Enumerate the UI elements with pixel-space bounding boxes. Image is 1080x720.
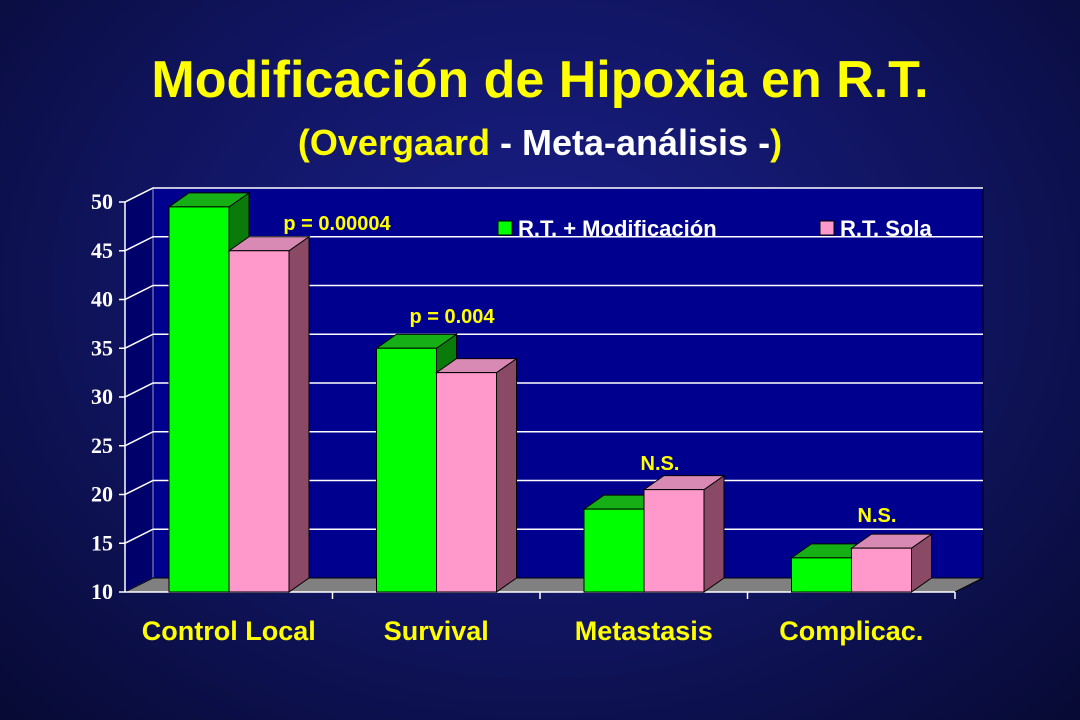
x-category-label: Control Local <box>142 616 316 646</box>
y-tick-label: 25 <box>91 433 113 458</box>
legend-label: R.T. + Modificación <box>518 216 717 241</box>
bar-front <box>376 347 437 593</box>
bar-front <box>851 547 912 593</box>
bar-front <box>168 206 230 593</box>
legend-label: R.T. Sola <box>840 216 932 241</box>
x-category-label: Complicac. <box>779 616 923 646</box>
p-value-annotation: N.S. <box>858 505 897 527</box>
bar-rt-sola <box>227 235 311 593</box>
y-tick-label: 15 <box>91 530 113 555</box>
y-tick-label: 35 <box>91 335 113 360</box>
subtitle-text: - Meta-análisis - <box>490 122 771 163</box>
p-value-annotation: p = 0.004 <box>409 306 495 328</box>
legend-swatch <box>497 220 513 236</box>
legend-swatch <box>819 220 835 236</box>
bar-rt-sola <box>642 474 726 593</box>
p-value-annotation: p = 0.00004 <box>283 213 391 235</box>
gridline <box>124 431 983 447</box>
bar-rt-sola <box>434 357 519 593</box>
gridline <box>124 382 983 398</box>
bar-front <box>436 372 497 593</box>
bar-side <box>496 357 517 593</box>
gridline <box>124 187 983 203</box>
y-tick-label: 10 <box>91 579 113 604</box>
subtitle-author: Overgaard <box>309 122 490 163</box>
subtitle-open-paren: ( <box>297 122 310 163</box>
gridline <box>124 236 983 252</box>
p-value-annotation: N.S. <box>641 453 680 475</box>
chart-subtitle: (Overgaard - Meta-análisis -) <box>0 122 1080 164</box>
y-tick-label: 20 <box>91 482 113 507</box>
bar-side <box>288 235 310 593</box>
gridline <box>124 284 983 301</box>
chart-title: Modificación de Hipoxia en R.T. <box>151 51 929 109</box>
gridline <box>124 333 983 349</box>
bar-front <box>583 508 645 593</box>
bar-front <box>228 250 290 593</box>
bar-front <box>643 489 705 593</box>
bar-side <box>703 474 725 593</box>
bar-front <box>791 557 852 593</box>
x-category-label: Survival <box>384 616 489 646</box>
y-tick-label: 40 <box>91 287 113 312</box>
subtitle-close-paren: ) <box>770 122 783 163</box>
y-tick-label: 50 <box>91 189 113 214</box>
y-tick-label: 30 <box>91 384 113 409</box>
y-tick-label: 45 <box>91 238 113 263</box>
bar-rt-sola <box>849 533 934 593</box>
x-category-label: Metastasis <box>575 616 713 646</box>
